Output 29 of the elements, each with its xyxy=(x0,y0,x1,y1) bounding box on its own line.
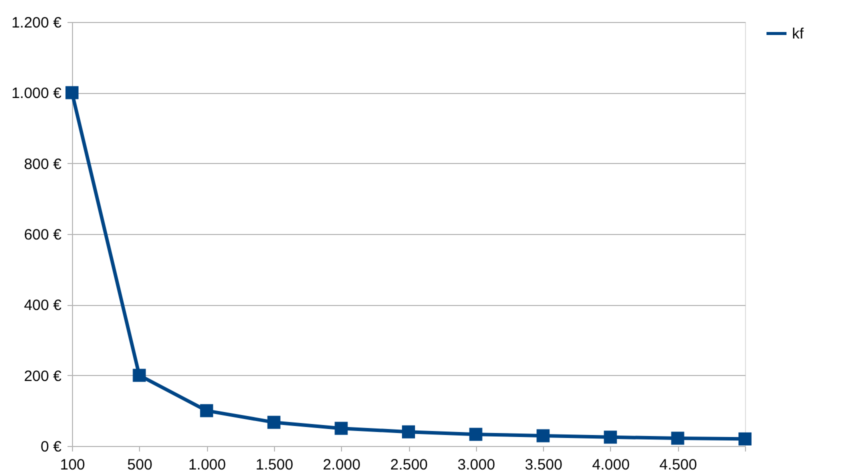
x-tick-label: 2.500 xyxy=(390,456,428,474)
y-tick-label: 1.200 € xyxy=(11,14,62,32)
x-tick-label: 4.500 xyxy=(659,456,697,474)
point xyxy=(402,425,416,438)
x-tick-label: 100 xyxy=(60,456,86,474)
x-tick-label: 3.500 xyxy=(524,456,562,474)
point xyxy=(469,428,482,441)
y-tick-label: 200 € xyxy=(24,368,62,385)
y-tick-label: 400 € xyxy=(24,297,62,314)
x-tick-label: 500 xyxy=(127,456,152,474)
point xyxy=(604,430,617,444)
y-tick-label: 1.000 € xyxy=(11,85,62,102)
point xyxy=(132,368,146,382)
point xyxy=(671,432,684,445)
point xyxy=(267,416,280,429)
point xyxy=(200,404,214,418)
x-tick-label: 1.500 xyxy=(256,456,294,474)
y-tick-label: 0 € xyxy=(40,438,62,456)
x-tick-label: 2.000 xyxy=(322,456,360,474)
x-tick-label: 3.000 xyxy=(458,456,496,474)
point xyxy=(65,86,79,100)
x-tick-label: 1.000 xyxy=(188,456,226,474)
point xyxy=(738,432,752,446)
y-tick-label: 600 € xyxy=(24,226,62,244)
y-tick-label: 800 € xyxy=(24,156,62,173)
point xyxy=(536,429,550,442)
point xyxy=(334,422,348,435)
x-tick-label: 4.000 xyxy=(592,456,630,474)
legend-label: kf xyxy=(792,26,804,42)
